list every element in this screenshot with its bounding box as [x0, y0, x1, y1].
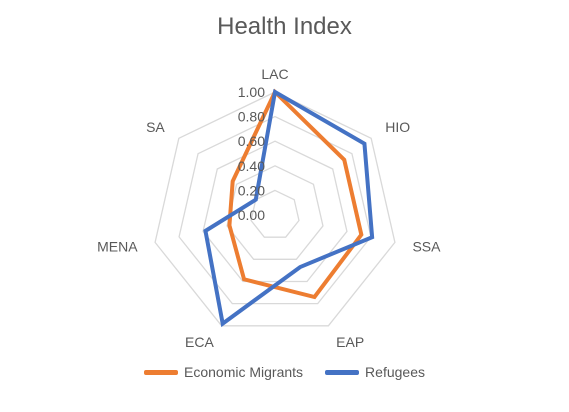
tick-label-4: 0.80	[238, 109, 265, 125]
legend-swatch-economic-migrants	[144, 369, 178, 375]
grid-ring-3	[202, 140, 348, 283]
grid-ring-4	[178, 115, 372, 305]
legend-item-refugees[interactable]: Refugees	[325, 364, 425, 380]
legend-label-refugees: Refugees	[365, 364, 425, 380]
category-label-eap: EAP	[336, 334, 364, 350]
tick-label-5: 1.00	[238, 84, 265, 100]
legend-item-economic-migrants[interactable]: Economic Migrants	[144, 364, 303, 380]
legend: Economic Migrants Refugees	[0, 364, 569, 380]
series-refugees	[203, 88, 375, 328]
category-label-ssa: SSA	[412, 238, 441, 254]
category-label-hio: HIO	[385, 119, 410, 135]
chart-title: Health Index	[217, 13, 352, 40]
tick-label-2: 0.40	[238, 158, 265, 174]
grid-ring-5	[154, 91, 396, 327]
category-label-lac: LAC	[261, 66, 288, 82]
radar-series	[203, 88, 375, 328]
category-label-eca: ECA	[185, 334, 214, 350]
category-label-sa: SA	[146, 119, 165, 135]
legend-label-economic-migrants: Economic Migrants	[184, 364, 304, 380]
category-labels: LAC HIO SSA EAP ECA MENA SA	[97, 66, 441, 350]
category-label-mena: MENA	[97, 238, 138, 254]
tick-label-1: 0.20	[238, 182, 265, 198]
series-economic-migrants	[227, 88, 364, 300]
radar-grid	[154, 91, 396, 327]
grid-ring-1	[250, 189, 300, 238]
radial-tick-labels: 0.00 0.20 0.40 0.60 0.80 1.00	[238, 84, 265, 223]
tick-label-0: 0.00	[238, 207, 265, 223]
grid-ring-2	[226, 165, 324, 260]
legend-swatch-refugees	[325, 369, 360, 375]
tick-label-3: 0.60	[238, 133, 265, 149]
